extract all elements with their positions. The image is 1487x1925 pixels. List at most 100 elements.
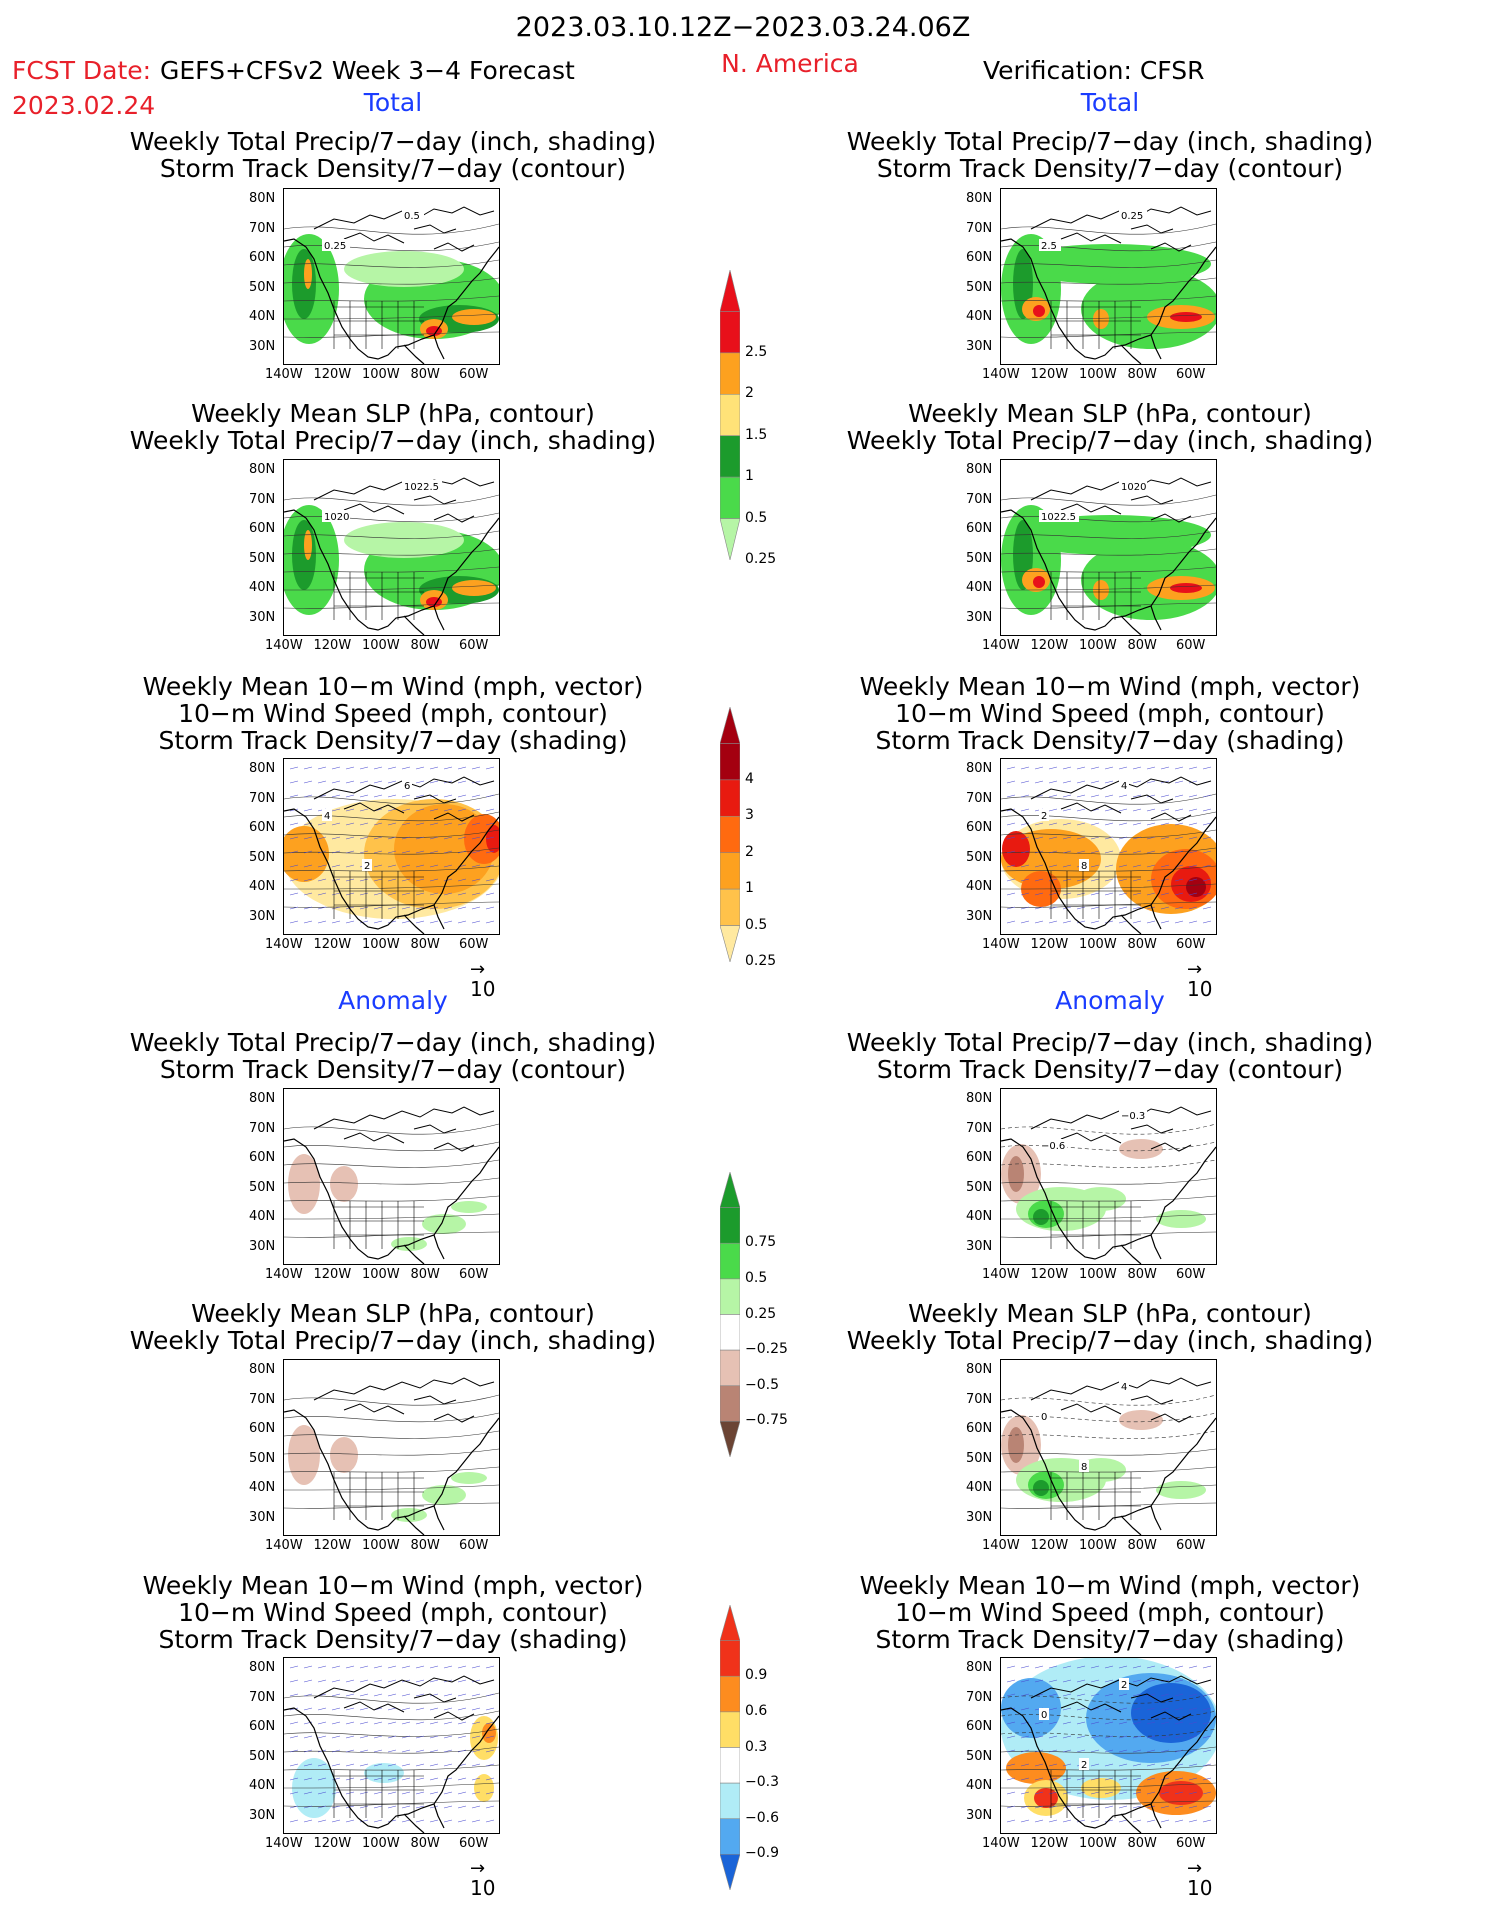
shading-area (1033, 1480, 1049, 1496)
wind-vector (1202, 836, 1212, 840)
wind-vector (1160, 1721, 1170, 1725)
wind-vector (415, 780, 425, 784)
colorbar-label: 2 (745, 385, 754, 402)
wind-vector (1174, 1707, 1184, 1711)
wind-vector (1174, 892, 1184, 896)
lat-tick: 60N (966, 1150, 993, 1165)
contour-line (284, 331, 499, 338)
contour-line (284, 1412, 499, 1423)
wind-vector (1132, 1805, 1142, 1809)
lat-tick: 30N (249, 338, 276, 354)
wind-vector (317, 1777, 327, 1781)
wind-vector (415, 920, 425, 924)
wind-vector (1062, 1819, 1072, 1823)
colorbar-cap (720, 1854, 740, 1890)
wind-vector (1062, 1679, 1072, 1683)
wind-vector (289, 1819, 299, 1823)
lon-tick: 120W (1030, 1836, 1069, 1851)
lat-tick: 50N (249, 1179, 276, 1195)
wind-vector (1062, 1735, 1072, 1739)
contour-line (284, 1195, 499, 1202)
contour-line (284, 1123, 499, 1135)
wind-vector (1188, 1791, 1198, 1795)
wind-vector (1202, 1791, 1212, 1795)
wind-vector (401, 836, 411, 840)
wind-vector (485, 794, 495, 798)
wind-vector (1160, 850, 1170, 854)
shading-area (1170, 583, 1202, 593)
shading-area (1159, 1781, 1203, 1805)
wind-vector (471, 1665, 481, 1669)
wind-vector (1034, 864, 1044, 868)
wind-vector (1048, 1791, 1058, 1795)
wind-vector (471, 920, 481, 924)
contour-line (1001, 602, 1216, 609)
wind-vector (1034, 1805, 1044, 1809)
wind-vector (1048, 1707, 1058, 1711)
vector-reference: → 10 (1187, 961, 1212, 1002)
wind-vector (1202, 864, 1212, 868)
wind-vector (471, 1777, 481, 1781)
wind-vector (317, 780, 327, 784)
wind-vector (1146, 1721, 1156, 1725)
wind-vector (317, 1679, 327, 1683)
shading-area (1170, 312, 1202, 322)
arctic-islands (313, 1106, 495, 1152)
contour-line (284, 1466, 499, 1473)
wind-vector (1174, 1665, 1184, 1669)
map-canvas (284, 1360, 499, 1535)
wind-vector (303, 1665, 313, 1669)
wind-vector (415, 850, 425, 854)
wind-vector (331, 906, 341, 910)
wind-vector (1090, 766, 1100, 770)
lon-tick: 80W (410, 638, 440, 653)
contour-line (284, 883, 499, 890)
wind-vector (1090, 1749, 1100, 1753)
shading-area (1033, 576, 1045, 588)
wind-vector (1020, 1805, 1030, 1809)
wind-vector (1062, 1749, 1072, 1753)
wind-vector (1076, 766, 1086, 770)
colorbar-label: −0.25 (745, 1341, 788, 1358)
contour-line (1001, 1728, 1216, 1737)
wind-vector (1104, 1777, 1114, 1781)
contour-line (284, 295, 499, 302)
wind-vector (1048, 780, 1058, 784)
wind-vector (1160, 836, 1170, 840)
contour-line (1001, 259, 1216, 268)
wind-vector (1174, 1805, 1184, 1809)
wind-vector (1202, 766, 1212, 770)
contour-line (1001, 313, 1216, 320)
contour-label: 4 (1121, 1382, 1127, 1393)
wind-vector (1202, 822, 1212, 826)
wind-vector (1034, 1791, 1044, 1795)
wind-vector (1188, 794, 1198, 798)
wind-vector (289, 1777, 299, 1781)
contour-line (1001, 1123, 1216, 1135)
wind-vector (1188, 1805, 1198, 1809)
lat-tick: 50N (966, 1748, 993, 1764)
wind-vector (331, 1679, 341, 1683)
wind-vector (303, 1749, 313, 1753)
lat-tick: 30N (966, 1807, 993, 1823)
colorbar-swatch (720, 1349, 740, 1387)
lat-tick: 60N (966, 521, 993, 536)
contour-line (1001, 584, 1216, 591)
lon-tick: 120W (1030, 937, 1069, 952)
map-fc-slp_anom (283, 1359, 500, 1536)
wind-vector (1188, 822, 1198, 826)
wind-vector (1020, 1777, 1030, 1781)
wind-vector (303, 878, 313, 882)
wind-vector (1062, 822, 1072, 826)
wind-vector (429, 906, 439, 910)
lon-tick: 60W (459, 1267, 489, 1282)
wind-vector (457, 1693, 467, 1697)
wind-vector (1090, 1665, 1100, 1669)
wind-vector (317, 1721, 327, 1725)
wind-vector (485, 1805, 495, 1809)
lat-tick: 70N (249, 1120, 276, 1136)
wind-vector (443, 1791, 453, 1795)
wind-vector (401, 1805, 411, 1809)
wind-vector (1076, 850, 1086, 854)
lat-tick: 80N (966, 191, 993, 206)
